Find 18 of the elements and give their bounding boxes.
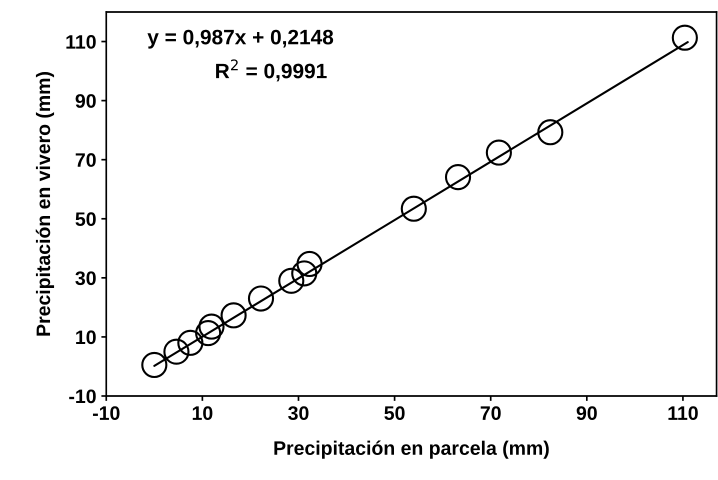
x-tick-label: 90 <box>576 406 597 420</box>
y-tick-label: 10 <box>76 330 96 344</box>
y-tick-label: -10 <box>69 389 96 404</box>
x-tick-label: 10 <box>192 406 212 420</box>
y-tick-label: 50 <box>76 212 96 226</box>
y-axis-title: Precipitación en vivero (mm) <box>36 72 54 336</box>
y-tick-label: 90 <box>76 94 96 108</box>
annotation: R$^{2}$ = 0,9991 <box>216 59 327 82</box>
x-tick-label: 110 <box>668 406 698 420</box>
y-tick-label: 70 <box>76 153 96 167</box>
annotation: y = 0,987x + 0,2148 <box>147 30 334 49</box>
x-tick-label: 30 <box>288 406 309 420</box>
y-tick-label: 30 <box>75 271 96 286</box>
y-tick-label: 110 <box>66 35 96 49</box>
x-axis-title: Precipitación en parcela (mm) <box>274 440 549 459</box>
x-tick-label: 50 <box>384 406 405 420</box>
x-tick-label: -10 <box>92 406 120 420</box>
x-tick-label: 70 <box>480 406 501 420</box>
